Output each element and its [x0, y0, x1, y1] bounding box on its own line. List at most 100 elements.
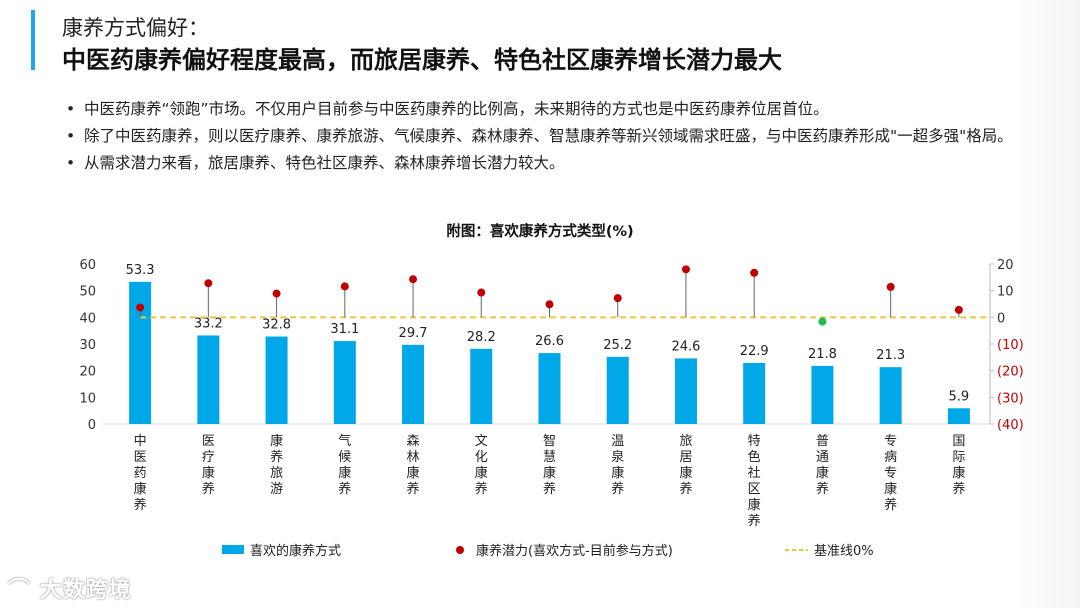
category-label: 森: [407, 434, 420, 449]
right-tick-label: (20): [997, 365, 1024, 380]
bar: [606, 356, 629, 424]
category-label: 康: [884, 481, 897, 497]
category-label: 养: [816, 481, 829, 497]
bar-value-label: 5.9: [949, 389, 970, 404]
left-tick-label: 20: [79, 365, 96, 380]
bar: [402, 344, 425, 424]
legend-swatch-point: [456, 546, 464, 554]
category-label: 康: [543, 465, 556, 481]
bar-value-label: 32.8: [262, 318, 291, 333]
category-label: 色: [748, 449, 761, 465]
category-label: 游: [270, 482, 283, 497]
left-tick-label: 10: [79, 391, 96, 406]
bar-value-label: 29.7: [399, 326, 428, 341]
bar: [333, 341, 356, 424]
page-subtitle: 康养方式偏好：: [62, 16, 209, 40]
category-label: 养: [202, 481, 215, 497]
category-label: 康: [270, 433, 283, 449]
category-label: 养: [475, 481, 488, 497]
potential-point: [818, 317, 827, 326]
category-label: 养: [134, 497, 147, 513]
bar-value-label: 53.3: [126, 263, 155, 278]
category-label: 特: [748, 434, 761, 449]
category-label: 康: [679, 465, 692, 481]
bar: [470, 348, 493, 424]
title-accent-bar: [31, 10, 35, 70]
potential-point: [886, 282, 895, 291]
category-label: 养: [748, 513, 761, 529]
category-label: 专: [884, 434, 897, 449]
category-label: 康: [475, 465, 488, 481]
bar-value-label: 22.9: [740, 344, 769, 359]
bullet-list: 中医药康养“领跑”市场。不仅用户目前参与中医药康养的比例高，未来期待的方式也是中…: [64, 96, 1014, 177]
category-label: 康: [407, 465, 420, 481]
bar-value-label: 25.2: [603, 338, 632, 353]
legend-label: 喜欢的康养方式: [250, 543, 341, 559]
category-label: 养: [679, 481, 692, 497]
category-label: 疗: [202, 450, 215, 465]
bar-value-label: 31.1: [330, 322, 359, 337]
category-label: 养: [543, 481, 556, 497]
potential-point: [272, 289, 281, 298]
category-label: 康: [816, 465, 829, 481]
category-label: 旅: [270, 466, 283, 481]
category-label: 化: [475, 450, 488, 465]
bullet-item: 中医药康养“领跑”市场。不仅用户目前参与中医药康养的比例高，未来期待的方式也是中…: [64, 96, 1014, 123]
left-tick-label: 30: [79, 338, 96, 353]
left-tick-label: 40: [79, 311, 96, 326]
potential-point: [750, 268, 759, 277]
category-label: 中: [134, 434, 147, 449]
right-tick-label: 20: [997, 258, 1014, 273]
category-label: 温: [611, 434, 624, 449]
page-title: 中医药康养偏好程度最高，而旅居康养、特色社区康养增长潜力最大: [62, 46, 782, 74]
potential-point: [681, 265, 690, 274]
bar: [674, 358, 697, 424]
right-tick-label: (40): [997, 418, 1024, 433]
category-label: 旅: [679, 434, 692, 449]
category-label: 药: [134, 466, 147, 481]
bar-value-label: 33.2: [194, 316, 223, 331]
category-label: 养: [952, 481, 965, 497]
bar: [197, 335, 220, 424]
background-fade: [1010, 0, 1080, 608]
bar-value-label: 28.2: [467, 330, 496, 345]
category-label: 医: [202, 434, 215, 449]
right-tick-label: (30): [997, 391, 1024, 406]
category-label: 医: [134, 450, 147, 465]
potential-point: [409, 275, 418, 284]
right-tick-label: (10): [997, 338, 1024, 353]
left-tick-label: 60: [79, 258, 96, 273]
left-tick-label: 50: [79, 285, 96, 300]
category-label: 际: [952, 450, 965, 465]
potential-point: [545, 300, 554, 309]
category-label: 康: [202, 465, 215, 481]
category-label: 慧: [543, 449, 556, 465]
category-label: 康: [611, 465, 624, 481]
logo: ⌒ 大数跨境: [8, 578, 132, 603]
category-label: 通: [816, 450, 829, 465]
category-label: 康: [134, 481, 147, 497]
bar-value-label: 24.6: [671, 339, 700, 354]
category-label: 康: [748, 497, 761, 513]
bar: [129, 281, 152, 424]
category-label: 居: [679, 450, 692, 465]
potential-point: [954, 305, 963, 314]
category-label: 国: [952, 434, 965, 449]
category-label: 养: [270, 449, 283, 465]
legend-label: 基准线0%: [814, 544, 874, 559]
bar: [811, 365, 834, 424]
bullet-item: 除了中医药康养，则以医疗康养、康养旅游、气候康养、森林康养、智慧康养等新兴领域需…: [64, 123, 1014, 150]
potential-point: [340, 282, 349, 291]
potential-point: [204, 279, 213, 288]
category-label: 候: [338, 450, 351, 465]
potential-point: [613, 294, 622, 303]
chart-title: 附图：喜欢康养方式类型(%): [446, 224, 634, 240]
potential-point: [136, 303, 145, 312]
bar: [879, 367, 902, 424]
category-label: 康: [952, 465, 965, 481]
category-label: 社: [748, 465, 761, 481]
bar: [265, 336, 288, 424]
bar: [743, 362, 766, 424]
right-tick-label: 0: [997, 311, 1005, 326]
category-label: 文: [475, 434, 488, 449]
